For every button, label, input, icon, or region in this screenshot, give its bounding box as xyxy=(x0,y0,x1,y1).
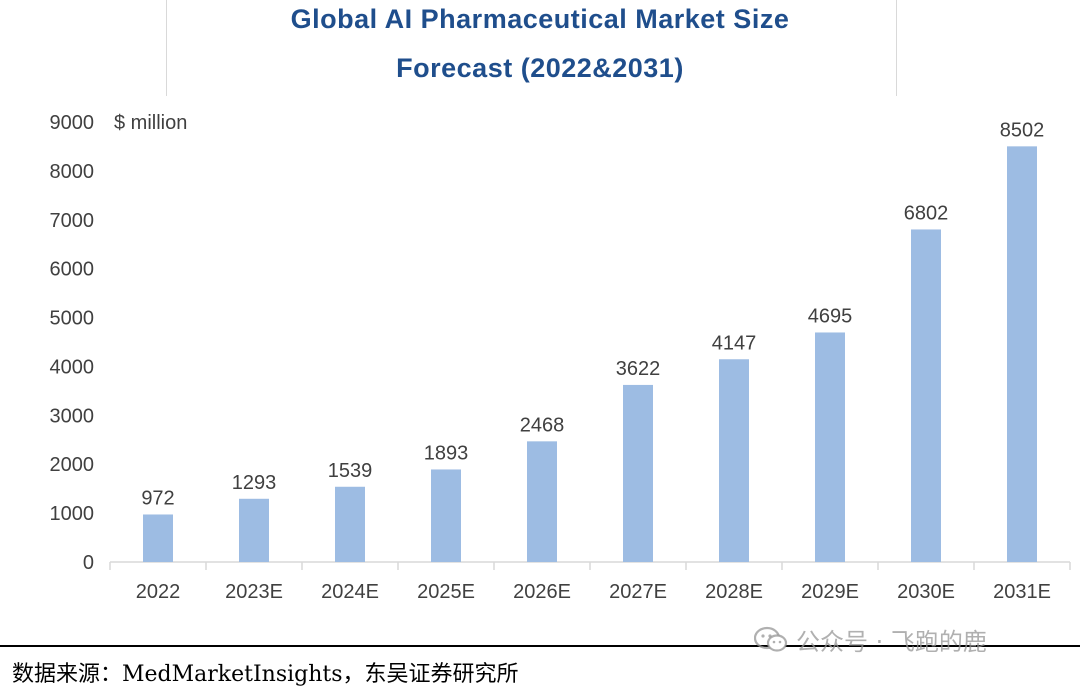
y-tick-label: 4000 xyxy=(50,356,95,378)
bar-2031E xyxy=(1007,146,1037,562)
data-label-2026E: 2468 xyxy=(520,414,565,436)
bar-2029E xyxy=(815,332,845,562)
data-label-2031E: 8502 xyxy=(1000,119,1045,141)
bar-chart: 0 1000 2000 3000 4000 5000 6000 7000 8000 9000 $ … xyxy=(50,112,1071,603)
data-label-2027E: 3622 xyxy=(616,358,661,380)
bar-2025E xyxy=(431,469,461,562)
x-tick-label: 2029E xyxy=(801,581,859,603)
source-divider xyxy=(0,645,1080,647)
data-label-2023E: 1293 xyxy=(232,472,277,494)
x-axis: 2022 2023E 2024E 2025E 2026E 2027E 2028E 2029E 2… xyxy=(109,562,1071,603)
wechat-icon xyxy=(754,626,788,652)
x-tick-label: 2023E xyxy=(225,581,283,603)
bar-2028E xyxy=(719,359,749,562)
title-divider-left xyxy=(166,0,167,96)
bar-2030E xyxy=(911,229,941,563)
chart-subtitle: Forecast (2022&2031) xyxy=(396,53,684,83)
x-tick-label: 2024E xyxy=(321,581,379,603)
watermark-text: 公众号 · 飞跑的鹿 xyxy=(796,628,987,656)
y-tick-label: 7000 xyxy=(50,210,95,232)
x-tick-label: 2027E xyxy=(609,581,667,603)
bar-2024E xyxy=(335,486,365,562)
bar-2023E xyxy=(239,498,269,562)
data-label-2028E: 4147 xyxy=(712,332,757,354)
y-axis: 0 1000 2000 3000 4000 5000 6000 7000 8000 9000 xyxy=(50,112,95,574)
data-label-2025E: 1893 xyxy=(424,442,469,464)
y-tick-label: 3000 xyxy=(50,405,95,427)
bar-series xyxy=(143,146,1037,563)
source-note: 数据来源：MedMarketInsights，东吴证券研究所 xyxy=(12,662,519,687)
y-axis-unit-label: $ million xyxy=(114,112,187,134)
y-tick-label: 1000 xyxy=(50,503,95,525)
data-label-2022: 972 xyxy=(141,487,174,509)
x-tick-label: 2028E xyxy=(705,581,763,603)
x-tick-label: 2025E xyxy=(417,581,475,603)
bar-2026E xyxy=(527,441,557,562)
x-tick-label: 2031E xyxy=(993,581,1051,603)
title-divider-right xyxy=(896,0,897,96)
bar-2022 xyxy=(143,514,173,562)
chart-title: Global AI Pharmaceutical Market Size xyxy=(290,4,790,34)
data-labels: 972 1293 1539 1893 2468 3622 4147 4695 6802 8502 xyxy=(141,119,1044,509)
y-tick-label: 9000 xyxy=(50,112,95,134)
watermark: 公众号 · 飞跑的鹿 xyxy=(754,622,987,657)
data-label-2024E: 1539 xyxy=(328,460,373,482)
y-tick-label: 0 xyxy=(83,552,94,574)
data-label-2029E: 4695 xyxy=(808,305,853,327)
bar-2027E xyxy=(623,384,653,562)
x-tick-label: 2026E xyxy=(513,581,571,603)
data-label-2030E: 6802 xyxy=(904,202,949,224)
x-tick-label: 2030E xyxy=(897,581,955,603)
y-tick-label: 8000 xyxy=(50,161,95,183)
y-tick-label: 5000 xyxy=(50,308,95,330)
y-tick-label: 2000 xyxy=(50,454,95,476)
x-tick-label: 2022 xyxy=(136,581,181,603)
y-tick-label: 6000 xyxy=(50,259,95,281)
